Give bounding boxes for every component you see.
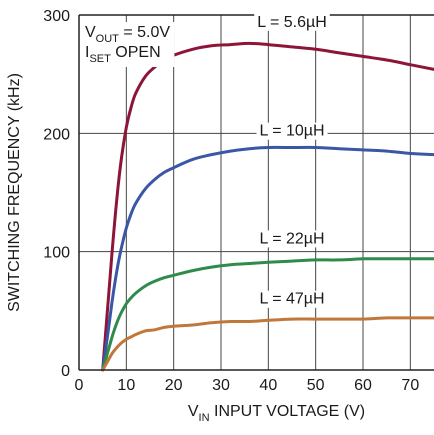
x-tick-label: 0 bbox=[75, 377, 84, 394]
y-axis-title: SWITCHING FREQUENCY (kHz) bbox=[6, 73, 23, 312]
annotation-iset: ISET OPEN bbox=[85, 44, 161, 65]
x-tick-label: 60 bbox=[354, 377, 372, 394]
y-tick-label: 200 bbox=[43, 126, 70, 143]
annotation-background bbox=[82, 22, 175, 67]
annotation-vout: VOUT = 5.0V bbox=[85, 24, 170, 45]
series-label-3: L = 22µH bbox=[259, 230, 324, 247]
series-label-background bbox=[256, 122, 328, 140]
x-tick-label: 70 bbox=[401, 377, 419, 394]
series-label-background bbox=[256, 230, 328, 248]
y-tick-label: 100 bbox=[43, 245, 70, 262]
x-tick-label: 50 bbox=[307, 377, 325, 394]
series-line-1 bbox=[101, 41, 434, 372]
y-tick-label: 0 bbox=[61, 363, 70, 380]
labels: L = 5.6µH L = 10µH L = 22µH L = 47µH 0 10 20 30… bbox=[6, 8, 419, 424]
x-tick-label: 10 bbox=[117, 377, 135, 394]
x-tick-label: 20 bbox=[165, 377, 183, 394]
x-axis-title: VIN INPUT VOLTAGE (V) bbox=[188, 403, 365, 424]
series-label-background bbox=[256, 290, 328, 308]
series-label-background bbox=[254, 13, 330, 31]
series-line-2 bbox=[101, 145, 434, 372]
series-label-1: L = 5.6µH bbox=[257, 14, 327, 31]
x-tick-label: 30 bbox=[212, 377, 230, 394]
series-line-3 bbox=[101, 257, 434, 372]
y-tick-label: 300 bbox=[43, 8, 70, 25]
curves bbox=[101, 41, 434, 372]
series-label-2: L = 10µH bbox=[259, 123, 324, 140]
x-tick-label: 40 bbox=[259, 377, 277, 394]
series-label-4: L = 47µH bbox=[259, 291, 324, 308]
series-line-4 bbox=[101, 316, 434, 372]
